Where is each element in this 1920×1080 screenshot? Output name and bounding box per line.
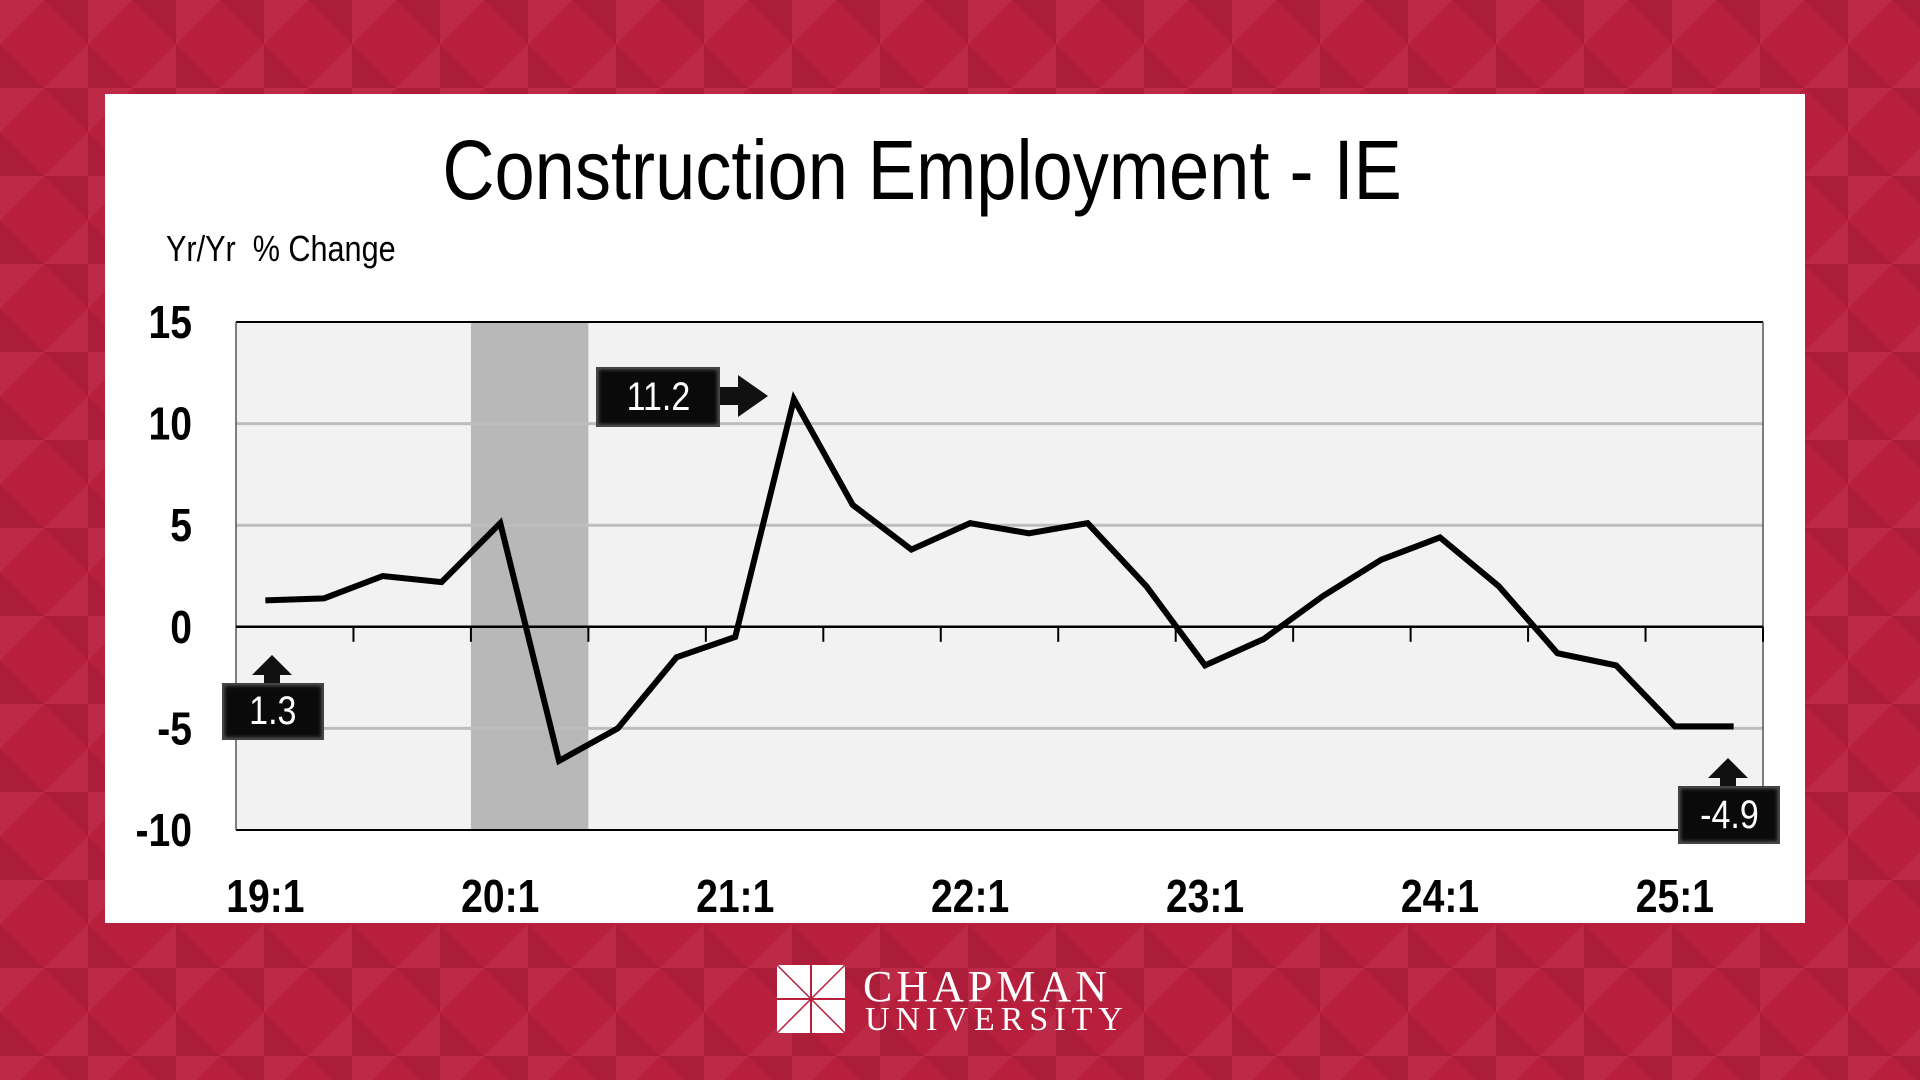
annotation-end: -4.9 <box>1678 786 1780 844</box>
recession-shading <box>470 322 589 830</box>
x-tick-label: 19:1 <box>226 871 304 923</box>
x-tick-label: 22:1 <box>931 871 1009 923</box>
up-arrow-icon <box>252 655 292 685</box>
annotation-start: 1.3 <box>222 683 324 740</box>
logo-line2: UNIVERSITY <box>865 1001 1129 1038</box>
x-tick-label: 25:1 <box>1636 871 1714 923</box>
y-axis-label: Yr/Yr % Change <box>166 228 396 269</box>
x-tick-label: 24:1 <box>1401 871 1479 923</box>
y-tick-label: 10 <box>149 399 192 451</box>
logo-line1: CHAPMAN <box>863 962 1112 1011</box>
y-tick-label: 15 <box>149 297 192 349</box>
right-arrow-icon <box>716 375 768 417</box>
y-tick-label: 0 <box>170 602 192 654</box>
y-tick-label: 5 <box>170 500 192 552</box>
series-line <box>265 391 1734 766</box>
annotation-peak: 11.2 <box>596 367 720 427</box>
chapman-logo-mark-icon <box>777 965 845 1033</box>
chapman-university-logo: CHAPMAN UNIVERSITY <box>777 962 1137 1038</box>
chart-title: Construction Employment - IE <box>442 123 1402 217</box>
y-tick-label: -10 <box>135 805 192 857</box>
y-tick-label: -5 <box>157 703 192 755</box>
x-tick-label: 20:1 <box>461 871 539 923</box>
up-arrow-icon <box>1708 758 1748 788</box>
x-tick-label: 23:1 <box>1166 871 1244 923</box>
x-tick-label: 21:1 <box>696 871 774 923</box>
plot-area <box>236 322 1763 830</box>
